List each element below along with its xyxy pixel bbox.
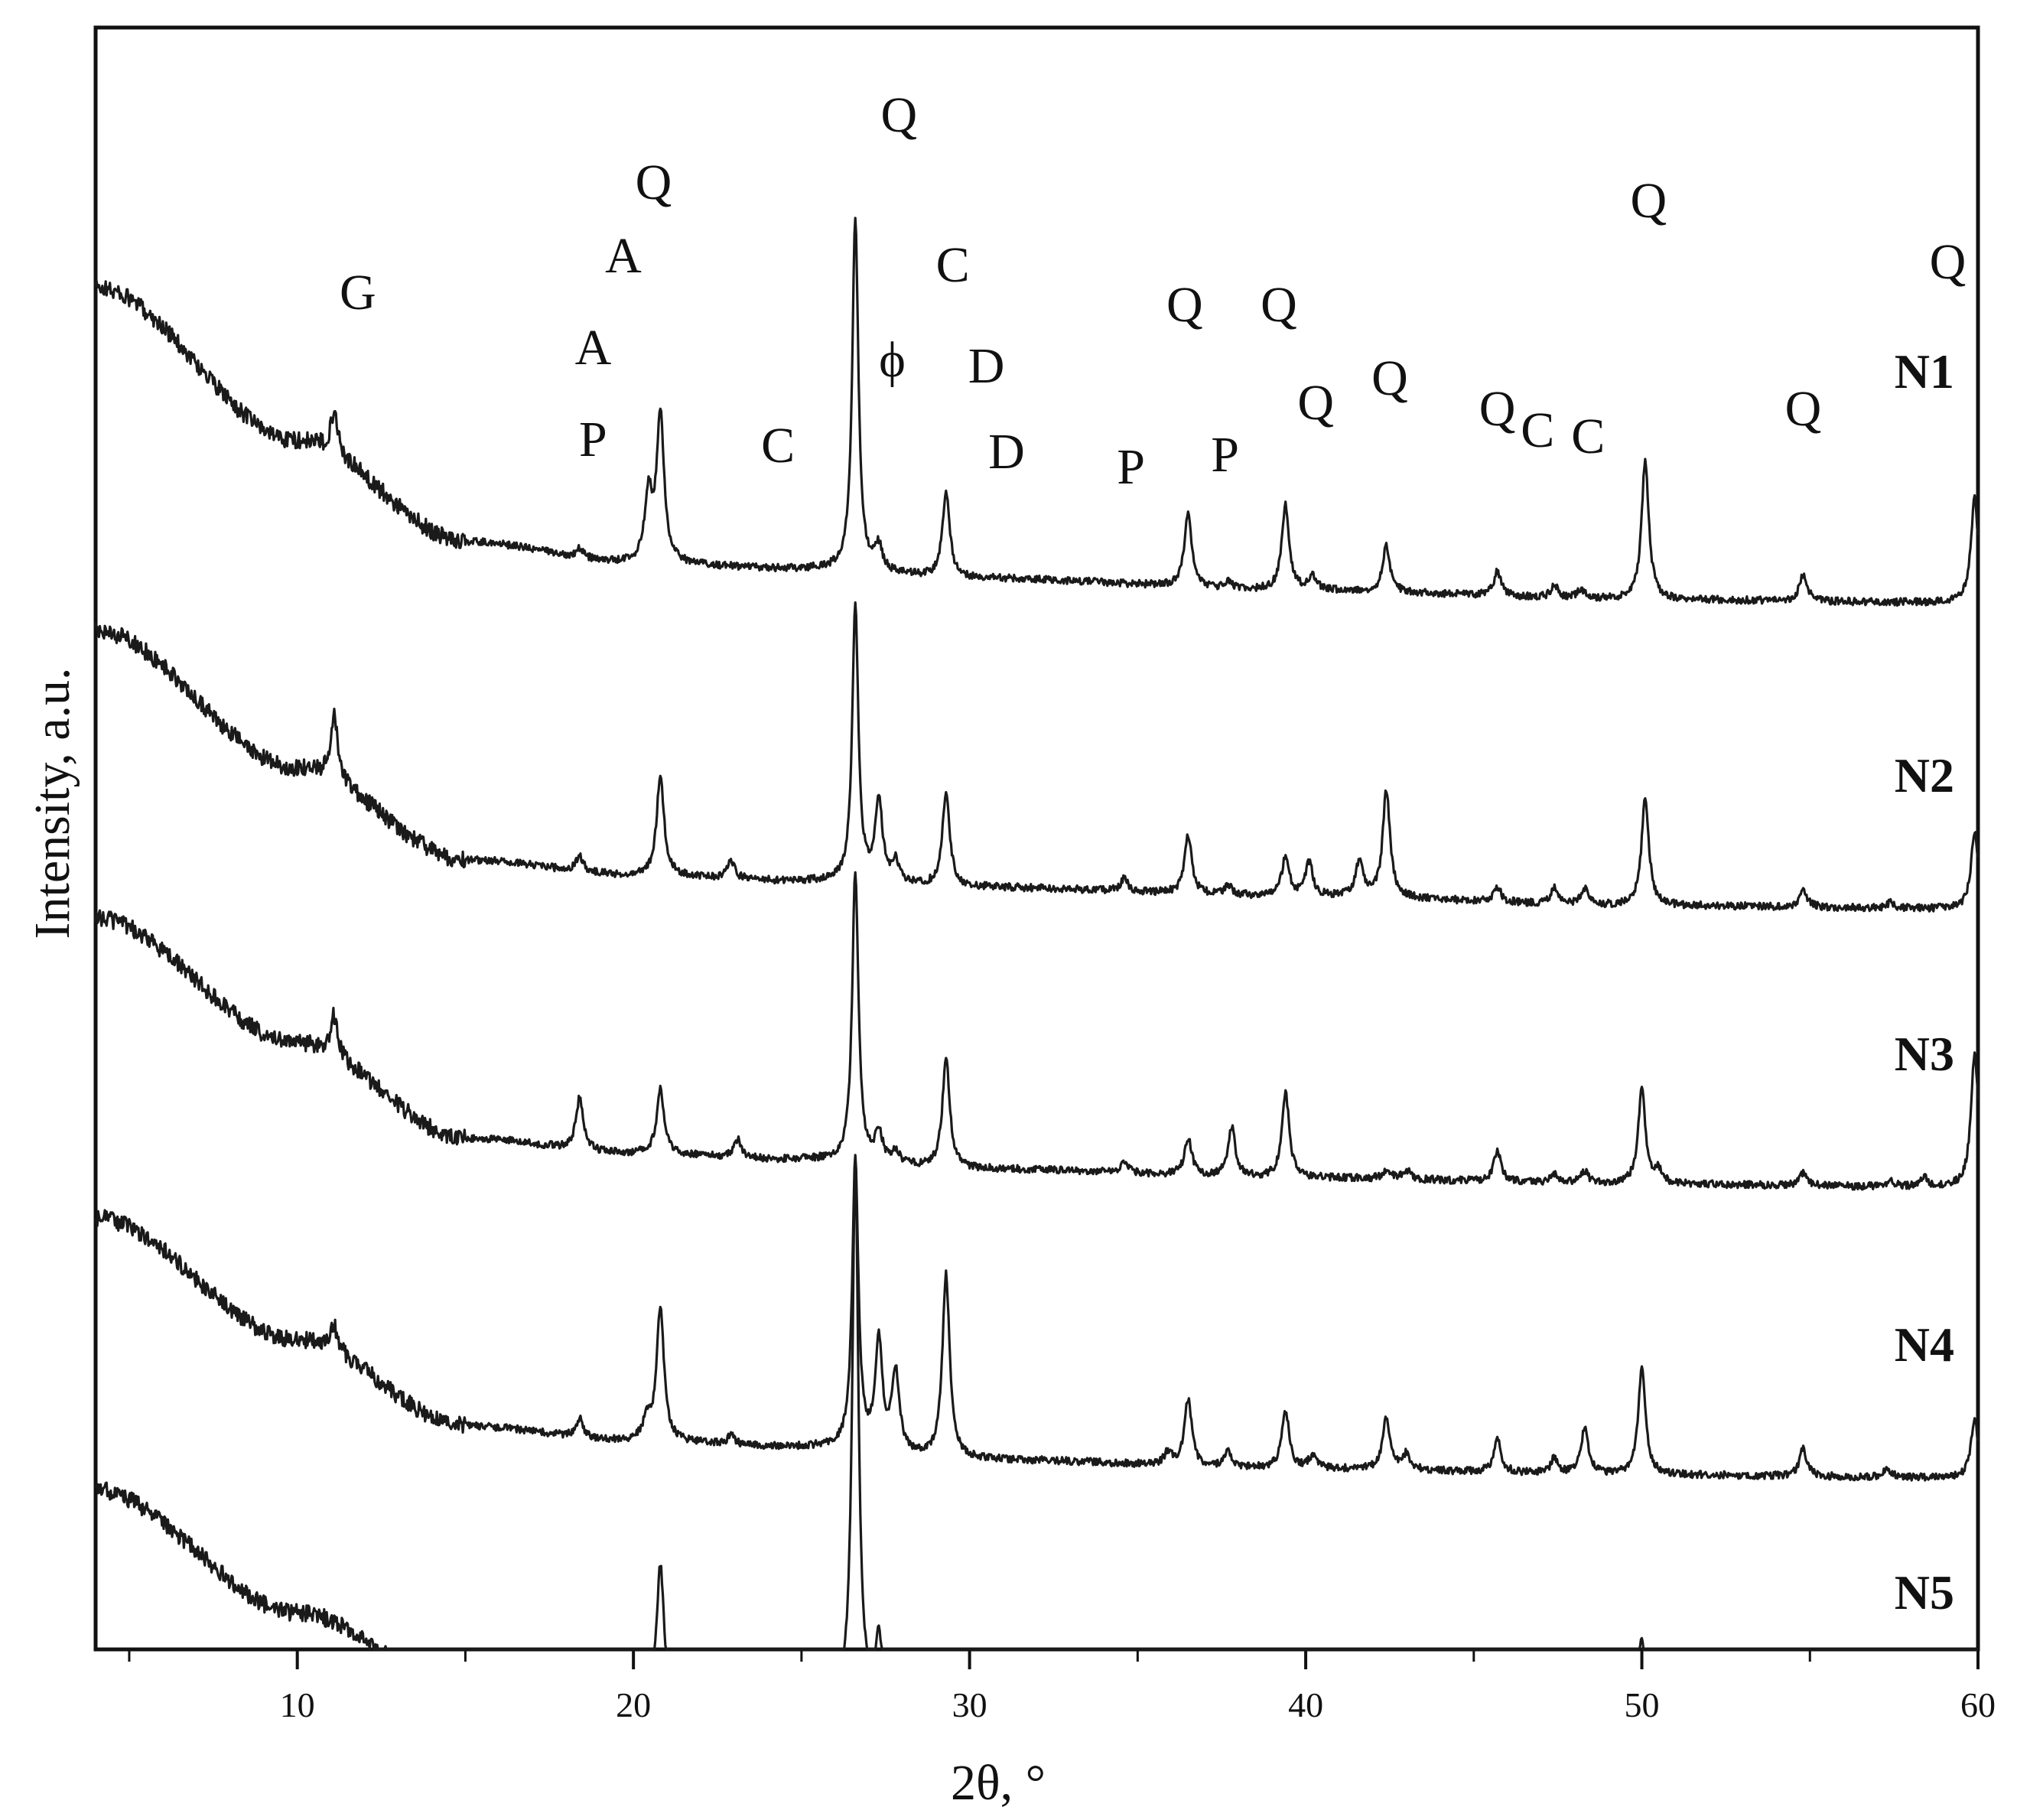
peak-annotation: G <box>340 265 376 321</box>
peak-annotation: P <box>1117 439 1145 495</box>
peak-annotation: D <box>968 338 1005 394</box>
plot-frame <box>93 25 1980 1652</box>
series-trace-n2 <box>94 601 1980 913</box>
peak-annotation: Q <box>1371 350 1408 406</box>
series-trace-n3 <box>94 871 1980 1191</box>
peak-annotation: Q <box>1166 277 1203 333</box>
peak-annotation: A <box>575 320 612 376</box>
series-label-n2: N2 <box>1895 748 1954 803</box>
series-label-n3: N3 <box>1895 1027 1954 1081</box>
peak-annotation: Q <box>1785 381 1822 437</box>
peak-annotation: ϕ <box>879 332 906 388</box>
series-trace-n5 <box>94 1157 1979 1651</box>
series-label-n4: N4 <box>1895 1317 1954 1372</box>
peak-annotation: C <box>1571 409 1605 464</box>
peak-annotation: Q <box>1630 173 1667 229</box>
x-tick-label: 10 <box>280 1685 315 1724</box>
peak-annotation: Q <box>880 87 917 143</box>
x-axis-ticks: 10 20 30 40 50 60 <box>128 1649 1996 1724</box>
peak-annotation: A <box>605 228 642 284</box>
series-label-n1: N1 <box>1895 344 1954 399</box>
x-tick-label: 50 <box>1625 1685 1660 1724</box>
peak-annotation: Q <box>1297 375 1334 431</box>
peak-annotation: C <box>936 237 970 293</box>
series-labels: N1 N2 N3 N4 N5 <box>1895 344 1954 1620</box>
peak-annotation: C <box>761 418 795 474</box>
peak-annotation: P <box>1211 427 1239 483</box>
series-trace-n1 <box>94 217 1980 607</box>
x-tick-label: 20 <box>616 1685 651 1724</box>
peak-annotation: D <box>988 424 1025 480</box>
peak-annotation: C <box>1521 402 1554 458</box>
peak-annotation: Q <box>1261 277 1297 333</box>
peak-annotation: Q <box>1479 381 1516 437</box>
series-trace-n4 <box>94 1154 1980 1482</box>
peak-annotation: Q <box>1930 234 1967 290</box>
x-axis-title: 2θ, ° <box>951 1755 1046 1811</box>
series-traces <box>94 217 1980 1651</box>
series-label-n5: N5 <box>1895 1565 1954 1620</box>
x-tick-label: 30 <box>952 1685 987 1724</box>
peak-annotation: P <box>579 412 607 467</box>
y-axis-title: Intensity, a.u. <box>24 668 80 939</box>
x-tick-label: 60 <box>1960 1685 1996 1724</box>
x-tick-label: 40 <box>1288 1685 1323 1724</box>
peak-annotation: Q <box>636 155 672 210</box>
